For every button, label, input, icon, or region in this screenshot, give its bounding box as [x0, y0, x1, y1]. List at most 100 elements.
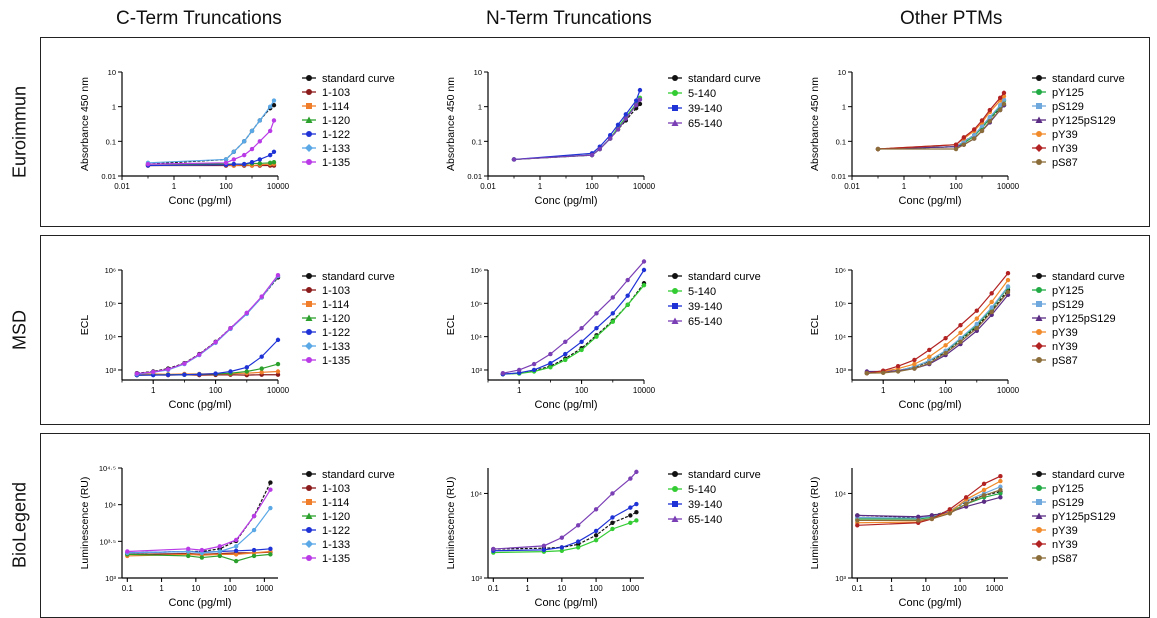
data-point-py39 [1005, 277, 1011, 283]
legend-marker-ps87 [1036, 555, 1042, 561]
legend-label-ny39: nY39 [1052, 539, 1078, 551]
x-tick-label: 1 [538, 182, 543, 191]
data-point-1-135 [251, 513, 257, 519]
series-line-standard-curve [147, 104, 275, 165]
data-point-65-140 [641, 259, 647, 264]
legend-marker-39-140 [672, 501, 678, 507]
legend-marker-1-133 [305, 342, 313, 350]
legend-marker-py125 [1036, 89, 1042, 95]
series-line-1-122 [136, 339, 279, 376]
x-tick-label: 100 [223, 584, 237, 593]
data-point-1-135 [165, 367, 171, 372]
series-line-5-140 [493, 519, 637, 554]
x-tick-label: 10000 [997, 182, 1020, 191]
data-point-1-122 [197, 372, 202, 377]
data-point-1-120 [186, 553, 191, 559]
x-tick-label: 1 [159, 584, 164, 593]
x-tick-label: 1 [172, 182, 177, 191]
legend-label-standard-curve: standard curve [688, 73, 761, 85]
data-point-1-120 [244, 369, 249, 374]
y-tick-label: 10⁵ [105, 299, 116, 308]
legend-label-1-133: 1-133 [322, 143, 350, 155]
data-point-1-135 [213, 340, 218, 345]
legend-label-1-114: 1-114 [322, 497, 349, 509]
chart-panel-3: 0.01 1 100 10000 0.01 0.1 1 10 Conc (pg/ml) Absor… [809, 68, 1125, 207]
data-point-1-135 [249, 146, 255, 152]
y-tick-label: 10⁴·⁵ [99, 464, 116, 473]
data-point-5-140 [559, 548, 565, 553]
x-axis-label: Conc (pg/ml) [899, 597, 962, 609]
data-point-1-120 [251, 553, 257, 559]
legend-marker-1-103 [306, 89, 312, 95]
legend-label-ny39: nY39 [1052, 143, 1078, 155]
x-tick-label: 10 [191, 584, 200, 593]
series-line-65-140 [502, 261, 645, 374]
y-tick-label: 10⁶ [105, 266, 116, 275]
series-line-5-140 [513, 97, 641, 161]
data-point-1-133 [233, 544, 239, 549]
legend-label-standard-curve: standard curve [1052, 271, 1125, 283]
legend-marker-ps129 [1036, 103, 1042, 109]
data-point-39-140 [623, 112, 629, 117]
data-point-65-140 [628, 476, 633, 481]
data-point-ps129 [998, 484, 1003, 489]
data-point-1-122 [275, 337, 281, 343]
data-point-standard-curve [628, 513, 633, 518]
data-point-ps87 [916, 518, 921, 523]
x-tick-label: 10000 [997, 386, 1020, 395]
data-point-ny39 [974, 308, 979, 313]
legend-label-1-103: 1-103 [322, 87, 350, 99]
legend-marker-py39 [1036, 527, 1042, 533]
data-point-ny39 [998, 473, 1003, 479]
data-point-py39 [974, 316, 979, 321]
legend-label-1-133: 1-133 [322, 539, 350, 551]
data-point-39-140 [548, 360, 553, 366]
data-point-1-122 [268, 546, 273, 552]
data-point-ps129 [1005, 284, 1011, 289]
data-point-1-122 [231, 161, 237, 167]
x-tick-label: 100 [585, 182, 599, 191]
x-tick-label: 100 [939, 386, 953, 395]
y-axis-label: Absorbance 450 nm [445, 77, 457, 171]
data-point-ny39 [943, 335, 948, 341]
data-point-py39 [943, 343, 948, 348]
data-point-py39 [998, 478, 1003, 484]
data-point-ps87 [947, 511, 952, 516]
x-tick-label: 100 [219, 182, 233, 191]
series-line-65-140 [493, 471, 637, 550]
data-point-ps87 [987, 119, 993, 124]
legend-marker-1-114 [306, 499, 312, 505]
legend-label-py125ps129: pY125pS129 [1052, 313, 1116, 325]
data-point-ny39 [895, 363, 901, 369]
legend-marker-1-103 [306, 287, 312, 293]
chart-panel-7: 0.1 1 10 100 1000 10³ 10³·⁵ 10⁴ 10⁴·⁵ Conc (pg/ml… [79, 464, 395, 609]
data-point-ps87 [855, 518, 860, 523]
data-point-ps129 [971, 133, 977, 138]
data-point-65-140 [531, 361, 537, 367]
data-point-1-120 [267, 160, 273, 166]
data-point-py125ps129 [929, 513, 935, 518]
data-point-39-140 [634, 501, 639, 507]
legend-marker-1-122 [306, 527, 312, 533]
chart-panel-1: 0.01 1 100 10000 0.01 0.1 1 10 Conc (pg/ml) Absor… [79, 68, 395, 207]
data-point-ny39 [981, 481, 987, 487]
y-tick-label: 10 [838, 68, 846, 77]
data-point-ny39 [979, 118, 985, 123]
data-point-65-140 [610, 295, 615, 300]
y-tick-label: 10⁴ [834, 489, 846, 498]
data-point-65-140 [594, 311, 599, 316]
data-point-1-135 [125, 549, 130, 554]
legend-marker-standard-curve [306, 273, 312, 279]
legend-marker-65-140 [671, 119, 679, 126]
y-tick-label: 10³ [471, 366, 482, 375]
legend-label-standard-curve: standard curve [322, 271, 395, 283]
data-point-5-140 [593, 537, 599, 543]
data-point-ps129 [979, 123, 985, 129]
series-line-py125ps129 [866, 294, 1009, 373]
data-point-65-140 [589, 152, 595, 158]
data-point-ps129 [958, 335, 963, 341]
data-point-1-135 [259, 294, 264, 299]
legend-marker-py125 [1036, 287, 1042, 293]
series-line-1-133 [147, 100, 275, 164]
